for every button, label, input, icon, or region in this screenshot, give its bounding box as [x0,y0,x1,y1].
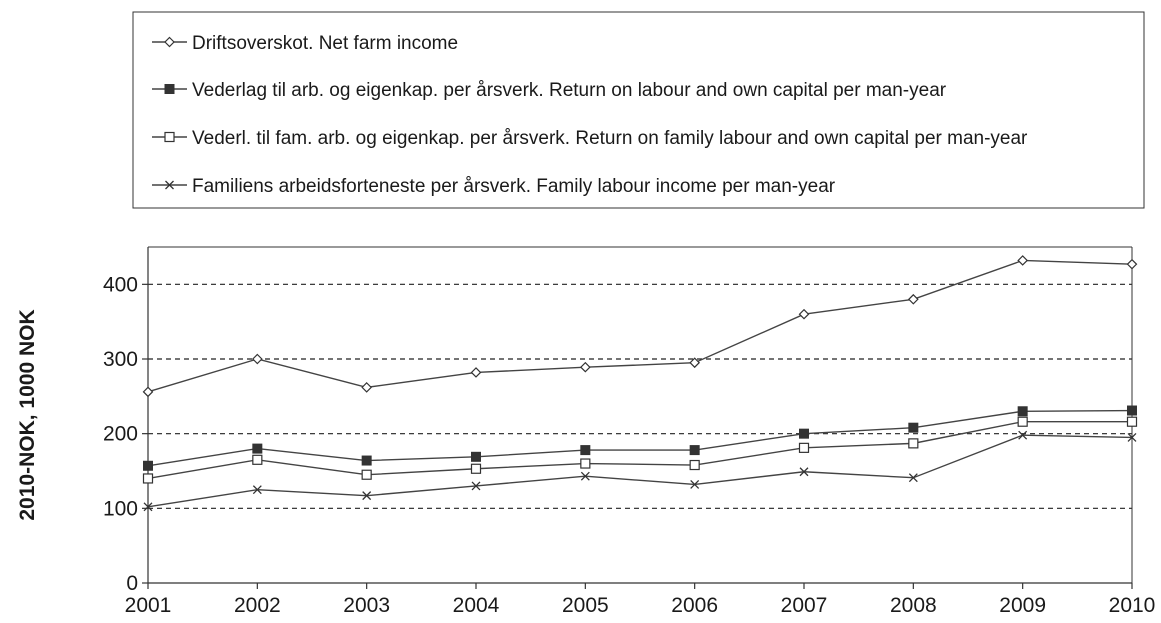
data-point [1017,406,1028,417]
x-tick-label: 2008 [890,594,937,617]
data-point [580,471,590,481]
data-point [799,467,809,477]
data-point [143,460,153,471]
x-tick-label: 2005 [562,594,609,617]
series-line [147,434,1133,508]
legend-entry: Vederlag til arb. og eigenkap. per årsve… [152,80,947,101]
series-line [147,409,1133,467]
data-point [362,491,372,501]
y-ticks: 0 100 200 300 400 [103,273,148,595]
legend-entry: Vederl. til fam. arb. og eigenkap. per å… [152,128,1028,149]
series-line [147,259,1133,393]
x-tick-label: 2006 [671,594,718,617]
x-tick-label: 2001 [125,594,172,617]
data-point [690,479,700,489]
data-point [798,308,810,320]
series-line [147,421,1132,480]
data-point [580,458,591,469]
data-point [252,485,262,495]
x-tick-label: 2004 [453,594,500,617]
legend-marker [165,180,174,190]
data-point [1127,432,1137,442]
legend: Driftsoverskot. Net farm income Vederlag … [132,11,1145,209]
data-point [143,502,153,512]
data-point [470,367,482,378]
data-point [689,357,701,369]
series-layer [142,255,1138,512]
legend-entry: Driftsoverskot. Net farm income [152,33,458,54]
x-tick-label: 2002 [234,594,281,617]
data-point [908,473,918,483]
y-tick-label: 200 [103,423,138,446]
data-point [1017,416,1028,427]
data-point [470,463,482,474]
series-3 [142,416,1138,484]
data-point [1018,430,1028,440]
data-point [142,473,154,484]
data-point [252,454,263,465]
legend-label: Familiens arbeidsforteneste per årsverk.… [192,176,836,197]
legend-marker [164,84,175,94]
x-tick-label: 2003 [343,594,390,617]
data-point [689,459,700,471]
data-point [471,481,481,491]
data-point [1126,258,1138,270]
data-point [361,469,372,480]
legend-label: Vederlag til arb. og eigenkap. per årsve… [192,80,947,101]
legend-marker [164,131,175,143]
x-tick-label: 2009 [999,594,1046,617]
x-ticks: 2001 2002 2003 2004 2005 2006 2007 2008 2009 2010 [125,583,1156,617]
y-tick-label: 300 [103,348,138,371]
legend-entry: Familiens arbeidsforteneste per årsverk.… [152,176,836,197]
x-tick-label: 2010 [1109,594,1156,617]
y-axis-label: 2010-NOK, 1000 NOK [16,309,39,520]
data-point [689,445,700,456]
y-tick-label: 400 [103,273,138,296]
data-point [908,438,919,449]
data-point [1017,255,1029,266]
series-2 [143,405,1137,471]
data-point [907,293,919,305]
data-point [142,386,154,398]
data-point [1126,416,1138,427]
data-point [361,382,373,393]
data-point [798,442,810,453]
data-point [580,445,591,456]
data-point [579,361,591,373]
data-point [251,353,263,365]
data-point [252,443,263,454]
series-4 [143,430,1137,512]
data-point [1127,405,1137,416]
data-point [471,451,481,462]
legend-marker [164,36,175,48]
legend-label: Vederl. til fam. arb. og eigenkap. per å… [192,128,1028,149]
x-tick-label: 2007 [781,594,828,617]
y-tick-label: 0 [126,572,138,595]
data-point [908,422,919,433]
y-tick-label: 100 [103,497,138,520]
data-point [799,428,809,439]
legend-box [132,11,1145,209]
series-1 [142,255,1138,398]
legend-label: Driftsoverskot. Net farm income [192,33,458,54]
gridlines [148,283,1132,509]
data-point [361,455,372,466]
